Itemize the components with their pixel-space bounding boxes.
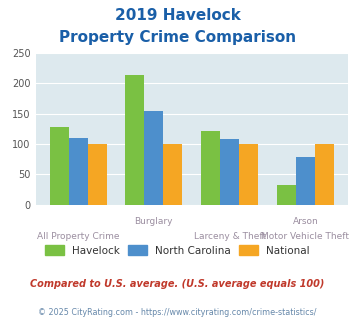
Bar (239, 144, 258, 205)
Text: Arson: Arson (293, 217, 318, 226)
Bar (163, 144, 182, 205)
Bar (50, 127, 69, 205)
Bar (69, 138, 88, 205)
Text: Larceny & Theft: Larceny & Theft (193, 232, 266, 241)
Bar (201, 131, 220, 205)
Text: 2019 Havelock: 2019 Havelock (115, 8, 240, 23)
Bar (296, 157, 315, 205)
Legend: Havelock, North Carolina, National: Havelock, North Carolina, National (41, 241, 314, 260)
Text: Motor Vehicle Theft: Motor Vehicle Theft (261, 232, 349, 241)
Text: Burglary: Burglary (135, 217, 173, 226)
Text: All Property Crime: All Property Crime (37, 232, 119, 241)
Bar (277, 184, 296, 205)
Text: © 2025 CityRating.com - https://www.cityrating.com/crime-statistics/: © 2025 CityRating.com - https://www.city… (38, 308, 317, 316)
Bar (125, 75, 144, 205)
Text: Property Crime Comparison: Property Crime Comparison (59, 30, 296, 45)
Bar (88, 144, 106, 205)
Text: Compared to U.S. average. (U.S. average equals 100): Compared to U.S. average. (U.S. average … (30, 279, 325, 289)
Bar (144, 111, 163, 205)
Bar (220, 139, 239, 205)
Bar (315, 144, 334, 205)
